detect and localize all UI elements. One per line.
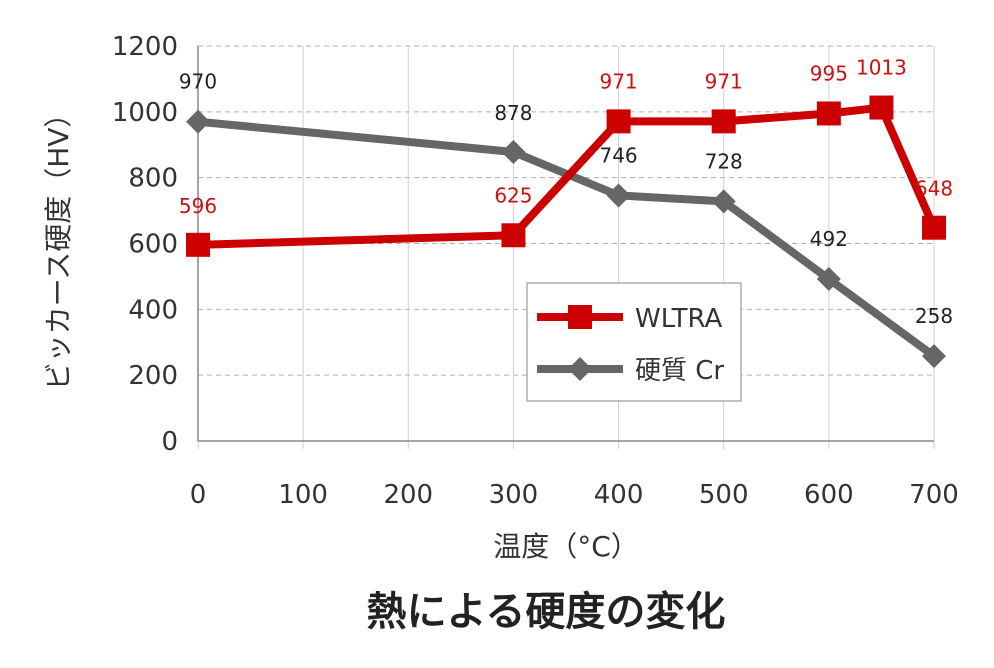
legend-label: WLTRA xyxy=(635,304,723,334)
x-tick-label: 400 xyxy=(594,480,644,510)
x-tick-labels: 0 100 200 300 400 500 600 700 xyxy=(190,480,959,510)
legend: WLTRA 硬質 Cr xyxy=(526,282,742,402)
legend-box xyxy=(526,282,742,402)
data-point xyxy=(186,109,210,134)
y-tick-labels: 0 200 400 600 800 1000 1200 xyxy=(112,32,178,457)
y-tick-label: 800 xyxy=(128,164,178,194)
series-layer xyxy=(186,95,946,369)
data-labels: 596 625 971 971 995 1013 648 970 878 746 728 492 258 xyxy=(179,56,953,329)
y-tick-label: 200 xyxy=(128,361,178,391)
data-point xyxy=(922,344,946,369)
legend-swatch-marker xyxy=(568,357,592,381)
data-label: 648 xyxy=(915,177,953,201)
x-tick-label: 300 xyxy=(489,480,539,510)
y-tick-label: 400 xyxy=(128,295,178,325)
data-label: 492 xyxy=(810,227,848,251)
y-tick-label: 0 xyxy=(161,427,178,457)
y-axis-title: ビッカース硬度（HV） xyxy=(42,100,75,391)
data-label: 596 xyxy=(179,194,217,218)
y-tick-label: 600 xyxy=(128,230,178,260)
chart-title: 熱による硬度の変化 xyxy=(367,589,726,635)
data-point xyxy=(501,223,526,248)
data-label: 878 xyxy=(494,101,532,125)
x-tick-label: 100 xyxy=(278,480,328,510)
data-point xyxy=(922,215,946,240)
legend-label: 硬質 Cr xyxy=(635,356,724,386)
data-label: 970 xyxy=(179,70,217,94)
data-label: 746 xyxy=(599,143,637,167)
data-point xyxy=(711,189,736,214)
x-tick-label: 200 xyxy=(383,480,433,510)
series-line-hard-cr xyxy=(197,117,937,360)
data-label: 971 xyxy=(599,69,637,93)
data-point xyxy=(606,109,631,134)
data-label: 1013 xyxy=(856,56,907,80)
data-point xyxy=(606,183,631,208)
data-point xyxy=(711,109,736,134)
y-tick-label: 1000 xyxy=(112,98,178,128)
data-point xyxy=(869,95,894,120)
x-tick-label: 0 xyxy=(190,480,207,510)
x-tick-label: 700 xyxy=(909,480,959,510)
data-point xyxy=(816,101,841,126)
data-point xyxy=(186,232,210,257)
x-tick-label: 600 xyxy=(804,480,854,510)
data-label: 728 xyxy=(705,149,743,173)
data-point xyxy=(816,267,841,292)
data-point xyxy=(501,139,526,164)
data-label: 971 xyxy=(705,69,743,93)
y-tick-label: 1200 xyxy=(112,32,178,62)
legend-swatch-marker xyxy=(568,305,592,329)
series-line-wltra xyxy=(197,103,938,249)
x-tick-label: 500 xyxy=(699,480,749,510)
data-label: 258 xyxy=(915,304,953,328)
data-label: 625 xyxy=(494,183,532,207)
data-label: 995 xyxy=(810,61,848,85)
x-axis-title: 温度（°C） xyxy=(493,530,639,563)
